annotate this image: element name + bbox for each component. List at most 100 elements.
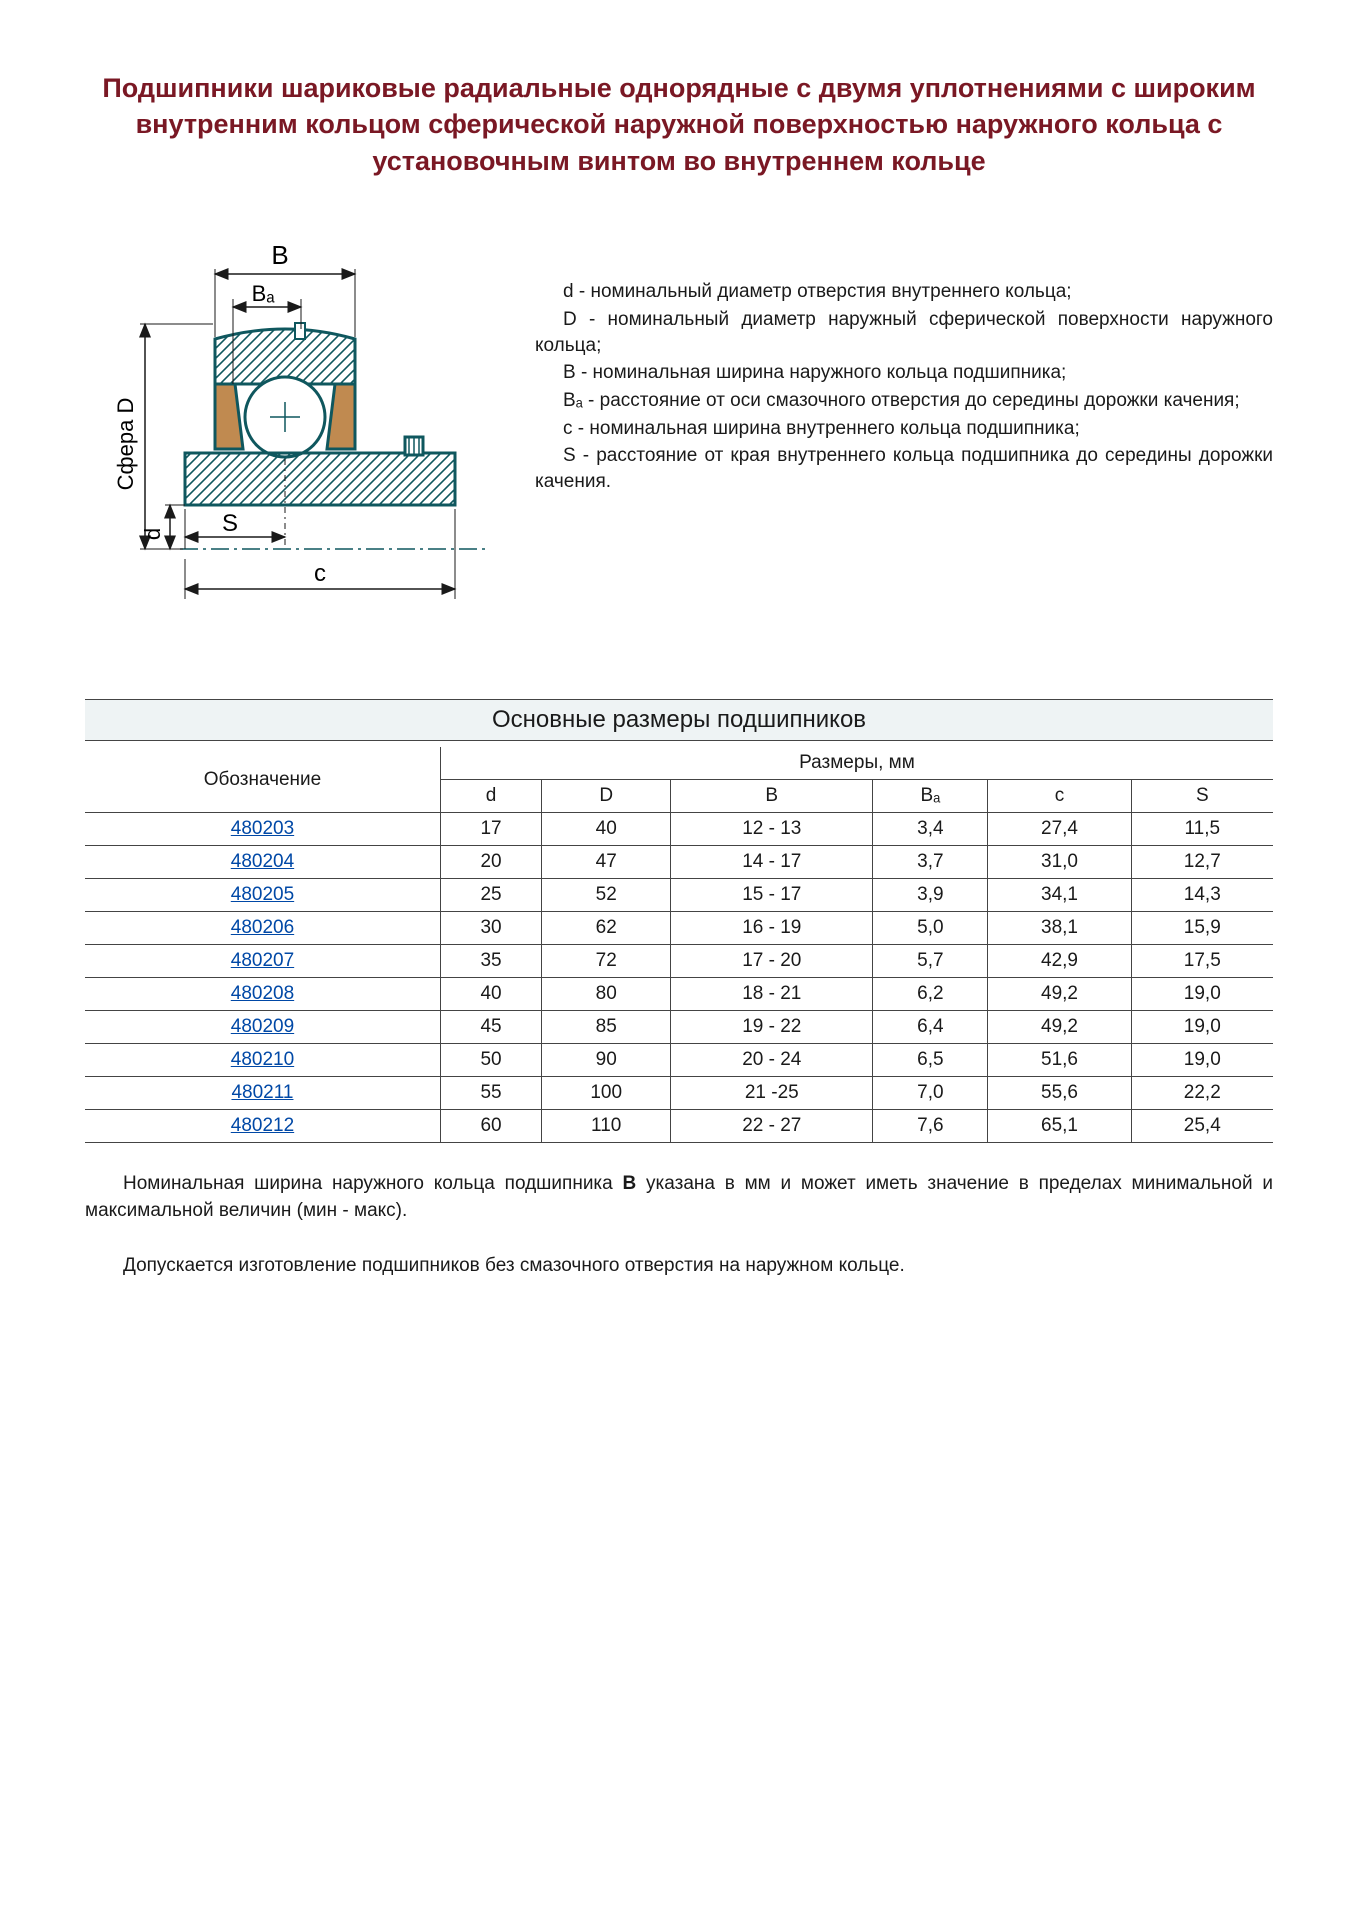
table-row: 480209458519 - 226,449,219,0: [85, 1011, 1273, 1044]
cell-Ba: 3,7: [873, 846, 988, 879]
dim-ba-label: Bₐ: [252, 281, 276, 306]
note-1b: В: [623, 1173, 637, 1194]
bearing-link[interactable]: 480210: [85, 1044, 440, 1077]
cell-Ba: 3,4: [873, 813, 988, 846]
cell-d: 17: [440, 813, 541, 846]
legend-Ba: Bₐ - расстояние от оси смазочного отверс…: [535, 388, 1273, 414]
note-1a: Номинальная ширина наружного кольца подш…: [123, 1173, 623, 1194]
cell-B: 16 - 19: [671, 912, 873, 945]
note-1: Номинальная ширина наружного кольца подш…: [85, 1171, 1273, 1224]
cell-Ba: 7,6: [873, 1110, 988, 1143]
cell-S: 22,2: [1131, 1077, 1273, 1110]
table-row: 480210509020 - 246,551,619,0: [85, 1044, 1273, 1077]
cell-c: 38,1: [988, 912, 1131, 945]
cell-d: 60: [440, 1110, 541, 1143]
page-title: Подшипники шариковые радиальные однорядн…: [85, 70, 1273, 179]
table-row: 480204204714 - 173,731,012,7: [85, 846, 1273, 879]
cell-B: 15 - 17: [671, 879, 873, 912]
cell-S: 11,5: [1131, 813, 1273, 846]
table-row: 480208408018 - 216,249,219,0: [85, 978, 1273, 1011]
cell-d: 20: [440, 846, 541, 879]
legend: d - номинальный диаметр отверстия внутре…: [535, 219, 1273, 496]
bearing-link[interactable]: 480206: [85, 912, 440, 945]
cell-c: 49,2: [988, 1011, 1131, 1044]
cell-S: 14,3: [1131, 879, 1273, 912]
table-row: 480205255215 - 173,934,114,3: [85, 879, 1273, 912]
cell-d: 45: [440, 1011, 541, 1044]
note-2: Допускается изготовление подшипников без…: [85, 1253, 1273, 1280]
legend-D: D - номинальный диаметр наружный сфериче…: [535, 307, 1273, 358]
cell-S: 25,4: [1131, 1110, 1273, 1143]
legend-S: S - расстояние от края внутреннего кольц…: [535, 443, 1273, 494]
bearing-link[interactable]: 480203: [85, 813, 440, 846]
dim-S-label: S: [222, 510, 238, 537]
cell-B: 19 - 22: [671, 1011, 873, 1044]
table-row: 4802126011022 - 277,665,125,4: [85, 1110, 1273, 1143]
cell-Ba: 7,0: [873, 1077, 988, 1110]
bearing-link[interactable]: 480205: [85, 879, 440, 912]
col-S: S: [1131, 780, 1273, 813]
cell-Ba: 5,0: [873, 912, 988, 945]
cell-Ba: 5,7: [873, 945, 988, 978]
bearing-link[interactable]: 480208: [85, 978, 440, 1011]
cell-Ba: 6,5: [873, 1044, 988, 1077]
legend-d: d - номинальный диаметр отверстия внутре…: [535, 279, 1273, 305]
cell-B: 20 - 24: [671, 1044, 873, 1077]
cell-c: 51,6: [988, 1044, 1131, 1077]
cell-S: 12,7: [1131, 846, 1273, 879]
col-D: D: [542, 780, 671, 813]
cell-D: 100: [542, 1077, 671, 1110]
col-d: d: [440, 780, 541, 813]
table-row: 480207357217 - 205,742,917,5: [85, 945, 1273, 978]
cell-Ba: 6,2: [873, 978, 988, 1011]
cell-D: 52: [542, 879, 671, 912]
cell-B: 17 - 20: [671, 945, 873, 978]
cell-d: 30: [440, 912, 541, 945]
cell-c: 49,2: [988, 978, 1131, 1011]
cell-c: 65,1: [988, 1110, 1131, 1143]
cell-S: 19,0: [1131, 978, 1273, 1011]
bearing-link[interactable]: 480212: [85, 1110, 440, 1143]
col-dimensions: Размеры, мм: [440, 747, 1273, 780]
cell-D: 72: [542, 945, 671, 978]
dimensions-table: Обозначение Размеры, мм d D B Bₐ c S 480…: [85, 747, 1273, 1143]
col-c: c: [988, 780, 1131, 813]
cell-d: 25: [440, 879, 541, 912]
bearing-svg: B Bₐ Сфера D d S c: [85, 219, 505, 659]
cell-c: 31,0: [988, 846, 1131, 879]
cell-Ba: 3,9: [873, 879, 988, 912]
cell-D: 80: [542, 978, 671, 1011]
cell-D: 90: [542, 1044, 671, 1077]
bearing-figure: B Bₐ Сфера D d S c: [85, 219, 505, 664]
cell-D: 62: [542, 912, 671, 945]
col-Ba: Bₐ: [873, 780, 988, 813]
legend-c: c - номинальная ширина внутреннего кольц…: [535, 416, 1273, 442]
dim-b-label: B: [271, 240, 288, 270]
cell-S: 19,0: [1131, 1011, 1273, 1044]
col-B: B: [671, 780, 873, 813]
dim-d-label: d: [140, 528, 165, 540]
cell-D: 110: [542, 1110, 671, 1143]
cell-S: 15,9: [1131, 912, 1273, 945]
table-caption: Основные размеры подшипников: [85, 699, 1273, 741]
cell-Ba: 6,4: [873, 1011, 988, 1044]
cell-c: 27,4: [988, 813, 1131, 846]
figure-and-legend: B Bₐ Сфера D d S c: [85, 219, 1273, 664]
table-row: 480206306216 - 195,038,115,9: [85, 912, 1273, 945]
cell-B: 22 - 27: [671, 1110, 873, 1143]
cell-d: 40: [440, 978, 541, 1011]
cell-D: 40: [542, 813, 671, 846]
cell-D: 85: [542, 1011, 671, 1044]
table-row: 4802115510021 -257,055,622,2: [85, 1077, 1273, 1110]
bearing-link[interactable]: 480204: [85, 846, 440, 879]
dim-c-label: c: [314, 560, 326, 587]
cell-d: 50: [440, 1044, 541, 1077]
cell-D: 47: [542, 846, 671, 879]
cell-d: 35: [440, 945, 541, 978]
cell-d: 55: [440, 1077, 541, 1110]
col-designation: Обозначение: [85, 747, 440, 813]
cell-B: 14 - 17: [671, 846, 873, 879]
bearing-link[interactable]: 480207: [85, 945, 440, 978]
bearing-link[interactable]: 480211: [85, 1077, 440, 1110]
bearing-link[interactable]: 480209: [85, 1011, 440, 1044]
